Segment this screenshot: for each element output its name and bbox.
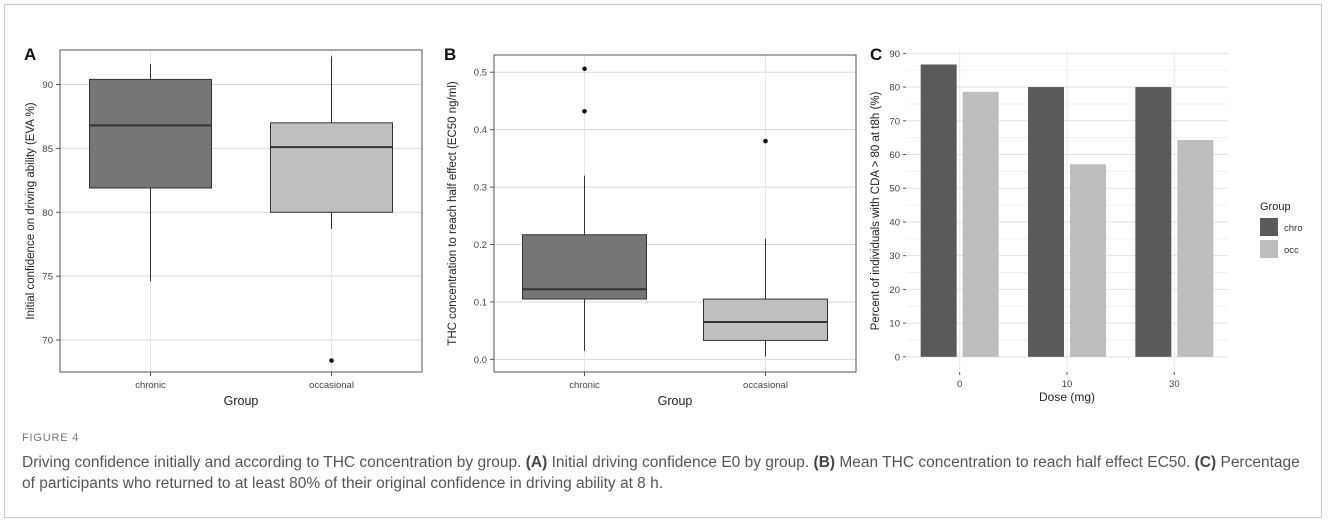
y-axis-title: Percent of individuals with CDA > 80 at … bbox=[870, 91, 882, 330]
plot-border bbox=[59, 49, 423, 373]
y-tick-label: 70 bbox=[42, 336, 53, 347]
x-tick-label: chronic bbox=[135, 380, 166, 391]
x-tick-label: 0 bbox=[957, 379, 962, 390]
legend-swatch-occ bbox=[1260, 240, 1278, 258]
legend-label: occ bbox=[1284, 245, 1299, 256]
legend-title: Group bbox=[1260, 201, 1291, 213]
y-tick-label: 90 bbox=[889, 49, 900, 60]
panel-a-chart: A 70 75 80 85 90 chronic occasional Group Initial… bbox=[24, 45, 423, 408]
legend-swatch-chro bbox=[1260, 218, 1278, 236]
panel-b-chart: B 0.0 0.1 0.2 0.3 0.4 0.5 chronic occasional Grou… bbox=[444, 45, 857, 408]
x-tick-label: occasional bbox=[309, 380, 354, 391]
figure-label: FIGURE 4 bbox=[22, 432, 80, 444]
outlier-point bbox=[582, 108, 587, 114]
panel-letter: B bbox=[444, 45, 456, 64]
y-tick-label: 20 bbox=[889, 285, 900, 296]
caption-panel-ref: (B) bbox=[813, 454, 836, 471]
caption-text: Mean THC concentration to reach half eff… bbox=[835, 454, 1195, 471]
panel-letter: C bbox=[870, 45, 882, 64]
caption-panel-ref: (C) bbox=[1194, 454, 1217, 471]
outlier-point bbox=[763, 138, 768, 144]
x-axis-title: Dose (mg) bbox=[1039, 390, 1095, 404]
figure-caption: Driving confidence initially and accordi… bbox=[22, 452, 1312, 494]
bar-chro-0 bbox=[920, 64, 957, 357]
x-axis-title: Group bbox=[658, 394, 693, 408]
y-tick-label: 0.0 bbox=[474, 355, 487, 366]
y-tick-label: 0 bbox=[895, 352, 900, 363]
y-tick-label: 80 bbox=[42, 208, 53, 219]
bar-chro-30 bbox=[1135, 87, 1172, 357]
panel-letter: A bbox=[24, 45, 36, 64]
caption-text: Initial driving confidence E0 by group. bbox=[547, 454, 814, 471]
plot-border bbox=[493, 54, 857, 373]
x-tick-label: chronic bbox=[569, 380, 600, 391]
x-tick-label: occasional bbox=[743, 380, 788, 391]
x-axis-title: Group bbox=[224, 394, 259, 408]
x-tick-label: 30 bbox=[1169, 379, 1180, 390]
y-tick-label: 40 bbox=[889, 217, 900, 228]
y-tick-label: 0.2 bbox=[474, 240, 487, 251]
y-tick-label: 0.4 bbox=[474, 125, 487, 136]
outlier-point bbox=[329, 358, 334, 363]
caption-text: Driving confidence initially and accordi… bbox=[22, 454, 526, 471]
y-axis-title: Initial confidence on driving ability (E… bbox=[25, 102, 37, 319]
y-tick-label: 85 bbox=[42, 144, 53, 155]
y-tick-label: 70 bbox=[889, 116, 900, 127]
outlier-point bbox=[582, 66, 587, 72]
box-occasional bbox=[270, 122, 393, 213]
legend-label: chro bbox=[1284, 223, 1302, 234]
y-tick-label: 0.1 bbox=[474, 297, 487, 308]
y-tick-label: 30 bbox=[889, 251, 900, 262]
y-tick-label: 10 bbox=[889, 319, 900, 330]
y-tick-label: 75 bbox=[42, 272, 53, 283]
bar-occ-30 bbox=[1177, 140, 1214, 357]
y-axis-title: THC concentration to reach half effect (… bbox=[447, 81, 459, 346]
box-chronic bbox=[89, 78, 212, 189]
y-tick-label: 0.5 bbox=[474, 68, 487, 79]
x-tick-label: 10 bbox=[1062, 379, 1073, 390]
y-tick-label: 60 bbox=[889, 150, 900, 161]
box-occasional bbox=[703, 298, 828, 341]
caption-panel-ref: (A) bbox=[525, 454, 548, 471]
y-tick-label: 50 bbox=[889, 184, 900, 195]
bar-occ-10 bbox=[1070, 164, 1106, 357]
panel-c-chart: C 0 10 20 30 40 50 60 70 80 90 0 10 30 Dose (mg) Percen… bbox=[870, 45, 1302, 404]
caption-text: Percentage of participants who returned … bbox=[22, 454, 1300, 492]
y-tick-label: 0.3 bbox=[474, 183, 487, 194]
y-tick-label: 90 bbox=[42, 80, 53, 91]
bar-chro-10 bbox=[1028, 87, 1064, 357]
bar-occ-0 bbox=[962, 91, 999, 357]
y-tick-label: 80 bbox=[889, 83, 900, 94]
